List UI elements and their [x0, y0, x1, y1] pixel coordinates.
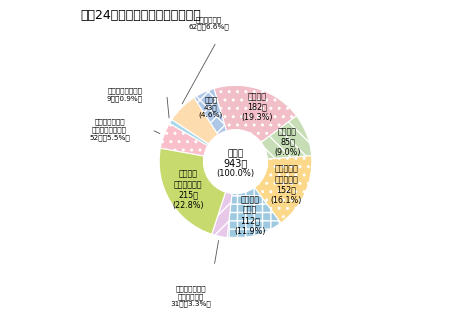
Wedge shape	[161, 123, 208, 156]
Wedge shape	[227, 187, 281, 238]
Text: 勤務時間、
休暇等関係
152件
(16.1%): 勤務時間、 休暇等関係 152件 (16.1%)	[270, 165, 302, 205]
Wedge shape	[194, 89, 227, 135]
Wedge shape	[254, 156, 312, 223]
Text: 総　計: 総 計	[227, 149, 244, 159]
Text: 平成24年度苦情相談の内容別件数: 平成24年度苦情相談の内容別件数	[80, 9, 201, 22]
Text: その他
43件
(4.6%): その他 43件 (4.6%)	[198, 97, 223, 118]
Text: 943件: 943件	[223, 158, 248, 168]
Wedge shape	[212, 192, 232, 237]
Text: パワハラ以外の
いじめ・嫌がらせ
52件（5.5%）: パワハラ以外の いじめ・嫌がらせ 52件（5.5%）	[89, 119, 130, 141]
Circle shape	[203, 130, 268, 194]
Text: 公平審査手続関係
9件（0.9%）: 公平審査手続関係 9件（0.9%）	[107, 87, 143, 102]
Text: (100.0%): (100.0%)	[217, 169, 254, 178]
Text: 給与関係
85件
(9.0%): 給与関係 85件 (9.0%)	[275, 127, 301, 157]
Text: パワー・
ハラスメント
215件
(22.8%): パワー・ ハラスメント 215件 (22.8%)	[172, 170, 204, 210]
Wedge shape	[261, 116, 312, 159]
Wedge shape	[172, 98, 218, 144]
Text: 任用関係
182件
(19.3%): 任用関係 182件 (19.3%)	[242, 92, 273, 122]
Text: 人事評価関係
62件（6.6%）: 人事評価関係 62件（6.6%）	[188, 16, 229, 30]
Text: 図7-3: 図7-3	[22, 17, 49, 27]
Wedge shape	[214, 85, 297, 142]
Wedge shape	[170, 120, 209, 146]
Text: 健康安全
等関係
112件
(11.9%): 健康安全 等関係 112件 (11.9%)	[234, 195, 266, 236]
Wedge shape	[159, 148, 226, 234]
Text: セクシュアル・
ハラスメント
31件（3.3%）: セクシュアル・ ハラスメント 31件（3.3%）	[171, 285, 211, 307]
